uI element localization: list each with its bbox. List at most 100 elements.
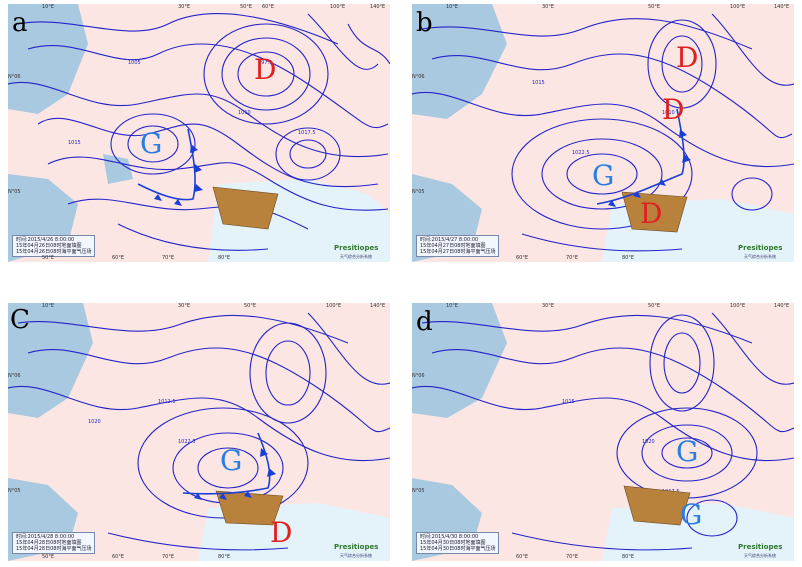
isobar-value-labels: 1005 1010 1015 1017.5 997.5	[68, 60, 316, 146]
sea-area	[412, 303, 507, 418]
sea-area	[8, 303, 93, 418]
brand-subtitle: 天气综合分析系统	[340, 553, 372, 558]
time-legend-box: 时间:2015/4/26 8:00:00 15年04月26日08时地面填图 15…	[12, 235, 96, 257]
brand-logo: Presitiopes	[334, 244, 379, 252]
lon-tick: 10°E	[42, 4, 55, 10]
lat-tick: N°05	[412, 189, 425, 195]
lat-tick: N°05	[412, 488, 425, 494]
low-pressure-center: D	[676, 41, 699, 74]
brand-subtitle: 天气综合分析系统	[744, 254, 776, 259]
lat-tick: N°05	[8, 488, 21, 494]
cold-front	[137, 128, 203, 206]
lat-tick: N°05	[8, 189, 21, 195]
lon-tick: 10°E	[446, 303, 459, 309]
legend-line: 15年04月28日08时海平面气压场	[16, 546, 92, 552]
legend-line: 15年04月27日08时地面填图	[420, 243, 486, 249]
time-stamp: 时间:2015/4/26 8:00:00	[16, 237, 75, 243]
time-stamp: 时间:2015/4/28 8:00:00	[16, 534, 75, 540]
isobar-label: 1020	[642, 439, 655, 445]
isobar-label: 997.5	[258, 60, 272, 66]
lat-tick: N°06	[8, 373, 21, 379]
isobars	[412, 13, 794, 252]
low-pressure-center: D	[640, 197, 663, 230]
lon-tick: 100°E	[330, 4, 346, 10]
target-region	[623, 485, 691, 526]
lon-tick: 140°E	[370, 303, 386, 309]
high-pressure-center: G	[592, 159, 615, 192]
isobar-label: 1015	[532, 80, 545, 86]
lon-tick-bottom: 60°E	[112, 255, 125, 261]
lon-tick: 50°E	[240, 4, 253, 10]
lon-tick-bottom: 50°E	[42, 554, 55, 560]
panel-label: b	[416, 8, 433, 38]
map-b-canvas: 1015 1022.5 1010	[412, 4, 794, 262]
time-stamp: 时间:2015/4/30 8:00:00	[420, 534, 479, 540]
high-pressure-center: G	[676, 435, 699, 468]
isobar-label: 1017.5	[298, 130, 316, 136]
map-panel-c: 1012.5 1022.5 1020 C G D 时间:2015/4/28 8:…	[8, 303, 390, 561]
lon-tick: 50°E	[648, 303, 661, 309]
legend-line: 15年04月27日08时海平面气压场	[420, 249, 496, 255]
low-pressure-center: D	[270, 516, 293, 549]
isobar-value-labels: 1015 1022.5 1010	[532, 80, 675, 156]
sea-area	[8, 4, 88, 114]
isobars	[8, 13, 390, 251]
legend-line: 15年04月28日08时地面填图	[16, 540, 82, 546]
low-pressure-center: D	[254, 53, 277, 86]
panel-label: C	[10, 305, 30, 335]
lon-tick-bottom: 70°E	[566, 554, 579, 560]
map-panel-d: 1015 1020 1017.5 d G G 时间:2015/4/30 8:00…	[412, 303, 794, 561]
lat-tick: N°06	[8, 74, 21, 80]
target-region	[212, 186, 279, 230]
legend-line: 15年04月30日08时地面填图	[420, 540, 486, 546]
panel-label: a	[12, 8, 28, 38]
brand-subtitle: 天气综合分析系统	[744, 553, 776, 558]
legend-line: 15年04月26日08时海平面气压场	[16, 249, 92, 255]
lon-tick: 100°E	[326, 303, 342, 309]
lon-tick: 30°E	[178, 4, 191, 10]
time-stamp: 时间:2015/4/27 8:00:00	[420, 237, 479, 243]
lon-tick-bottom: 80°E	[622, 554, 635, 560]
isobar-label: 1010	[662, 110, 675, 116]
lon-tick-bottom: 70°E	[162, 255, 175, 261]
isobars	[8, 312, 390, 551]
map-d-canvas: 1015 1020 1017.5	[412, 303, 794, 561]
time-legend-box: 时间:2015/4/27 8:00:00 15年04月27日08时地面填图 15…	[416, 235, 500, 257]
lon-tick: 30°E	[542, 4, 555, 10]
lon-tick: 100°E	[730, 303, 746, 309]
lon-tick-bottom: 50°E	[42, 255, 55, 261]
brand-logo: Presitiopes	[738, 244, 783, 252]
target-region	[215, 490, 284, 526]
map-a-canvas: 1005 1010 1015 1017.5 997.5	[8, 4, 390, 262]
map-c-canvas: 1012.5 1022.5 1020	[8, 303, 390, 561]
lon-tick-bottom: 70°E	[162, 554, 175, 560]
lon-tick-bottom: 60°E	[112, 554, 125, 560]
brand-subtitle: 天气综合分析系统	[340, 254, 372, 259]
legend-line: 15年04月30日08时海平面气压场	[420, 546, 496, 552]
cold-front	[182, 432, 276, 500]
lon-tick: 30°E	[178, 303, 191, 309]
target-region	[621, 191, 688, 233]
isobar-label: 1022.5	[178, 439, 196, 445]
isobar-label: 1012.5	[158, 399, 176, 405]
lon-tick: 140°E	[370, 4, 386, 10]
lon-tick-bottom: 60°E	[516, 255, 529, 261]
map-panel-b: 1015 1022.5 1010 b D D G D 时间:2015/4/27 …	[412, 4, 794, 262]
legend-line: 15年04月26日08时地面填图	[16, 243, 82, 249]
lon-tick-bottom: 70°E	[566, 255, 579, 261]
lon-tick: 30°E	[542, 303, 555, 309]
lon-tick: 140°E	[774, 4, 790, 10]
lon-tick: 10°E	[42, 303, 55, 309]
lon-tick: 50°E	[648, 4, 661, 10]
isobar-label: 1005	[128, 60, 141, 66]
isobar-label: 1015	[562, 399, 575, 405]
brand-logo: Presitiopes	[738, 543, 783, 551]
high-pressure-center: G	[680, 498, 703, 531]
isobar-label: 1015	[68, 140, 81, 146]
lon-tick: 140°E	[774, 303, 790, 309]
sea-area	[412, 4, 507, 119]
high-pressure-center: G	[140, 127, 163, 160]
map-panel-a: 1005 1010 1015 1017.5 997.5 a G D 时间:201…	[8, 4, 390, 262]
brand-logo: Presitiopes	[334, 543, 379, 551]
high-pressure-center: G	[220, 444, 243, 477]
